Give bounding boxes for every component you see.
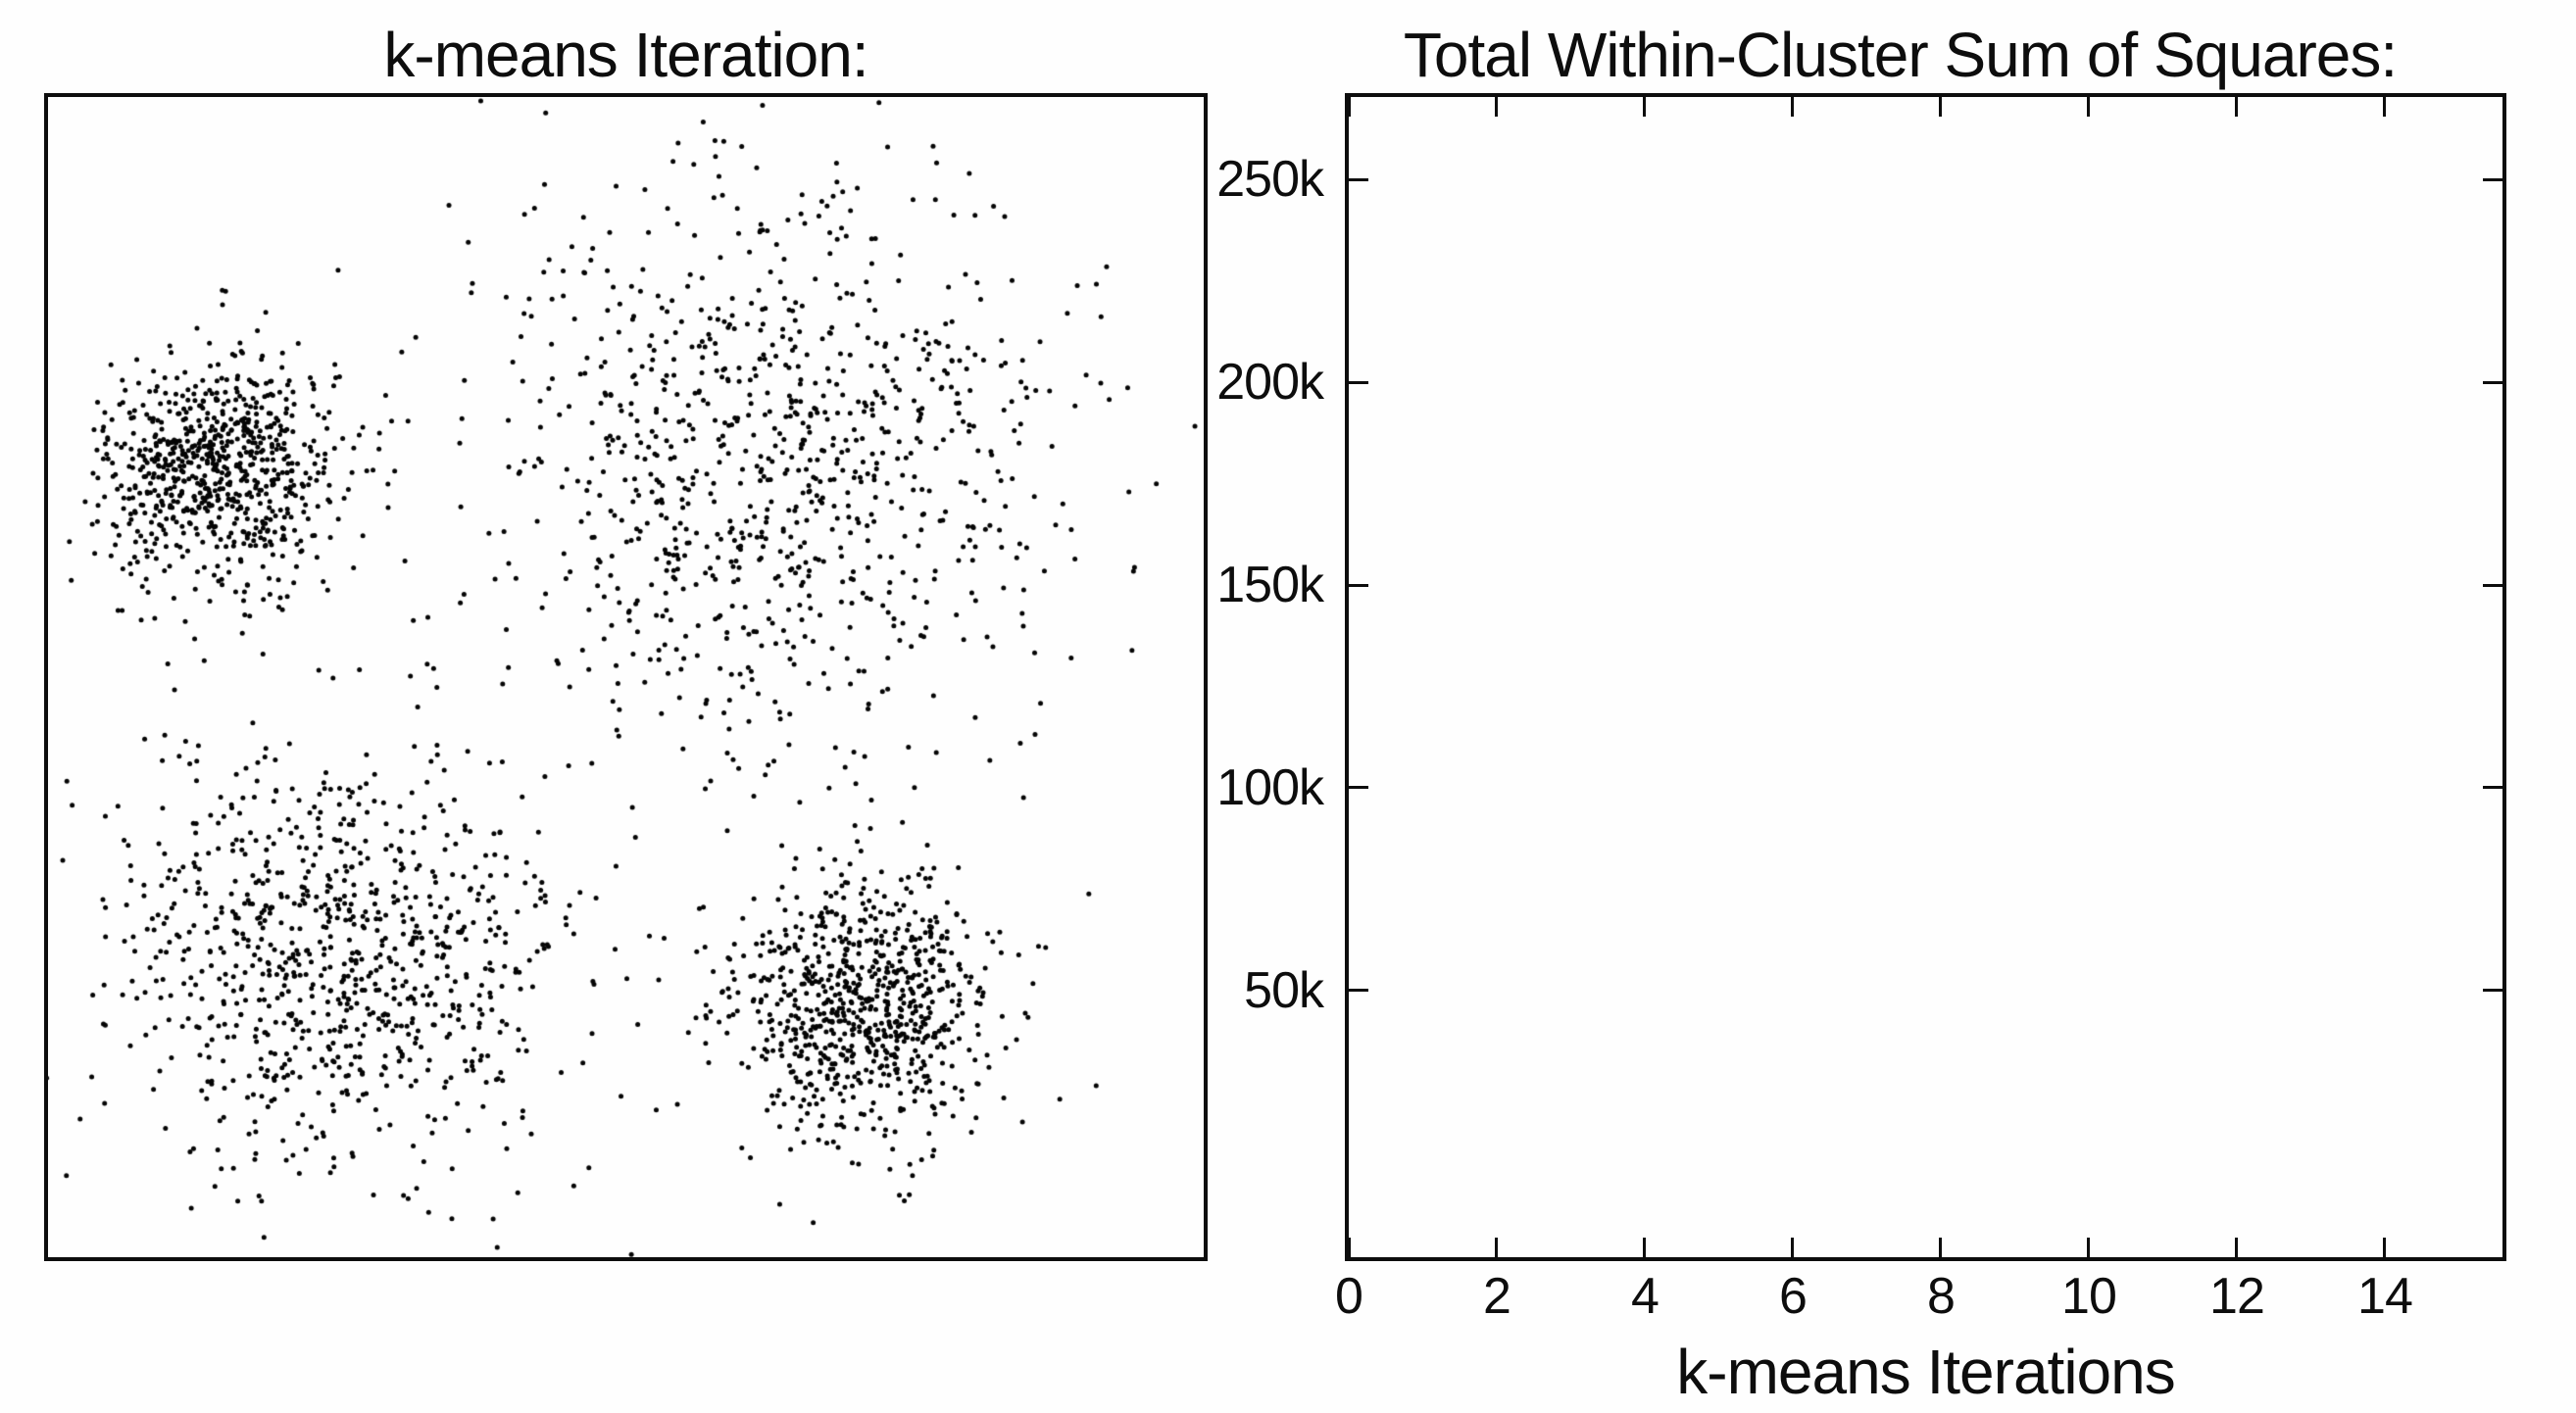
tick-mark [1495, 1238, 1499, 1257]
x-tick-label: 4 [1631, 1268, 1660, 1325]
tick-mark [2087, 97, 2091, 117]
x-axis-label: k-means Iterations [1676, 1337, 2175, 1407]
tick-mark [2235, 97, 2239, 117]
tick-mark [2087, 1238, 2091, 1257]
y-tick-label: 150k [1216, 557, 1324, 614]
wcss-plot-axes [1345, 93, 2506, 1261]
x-tick-label: 14 [2357, 1268, 2413, 1325]
tick-mark [1939, 97, 1943, 117]
tick-mark [2483, 583, 2502, 587]
tick-mark [1791, 97, 1795, 117]
x-tick-label: 0 [1335, 1268, 1363, 1325]
tick-mark [1643, 1238, 1647, 1257]
tick-mark [2235, 1238, 2239, 1257]
tick-mark [1349, 380, 1368, 384]
scatter-points-canvas [48, 97, 1204, 1257]
tick-mark [1349, 786, 1368, 790]
scatter-plot-axes [44, 93, 1208, 1261]
x-tick-label: 10 [2061, 1268, 2117, 1325]
y-tick-label: 100k [1216, 758, 1324, 816]
x-tick-label: 12 [2209, 1268, 2265, 1325]
tick-mark [1349, 989, 1368, 993]
tick-mark [1349, 583, 1368, 587]
right-plot-title: Total Within-Cluster Sum of Squares: [1403, 20, 2398, 90]
y-tick-label: 250k [1216, 151, 1324, 209]
tick-mark [1939, 1238, 1943, 1257]
tick-mark [2483, 989, 2502, 993]
x-tick-label: 2 [1483, 1268, 1511, 1325]
tick-mark [1349, 1238, 1351, 1257]
y-tick-label: 200k [1216, 354, 1324, 412]
tick-mark [2483, 177, 2502, 181]
tick-mark [2383, 1238, 2387, 1257]
x-tick-label: 8 [1927, 1268, 1956, 1325]
tick-mark [1349, 97, 1351, 117]
tick-mark [1349, 177, 1368, 181]
y-tick-label: 50k [1244, 961, 1324, 1019]
tick-mark [2483, 786, 2502, 790]
tick-mark [1643, 97, 1647, 117]
tick-mark [2383, 97, 2387, 117]
tick-mark [1791, 1238, 1795, 1257]
left-plot-title: k-means Iteration: [383, 20, 868, 90]
tick-mark [1495, 97, 1499, 117]
tick-mark [2483, 380, 2502, 384]
x-tick-label: 6 [1779, 1268, 1808, 1325]
